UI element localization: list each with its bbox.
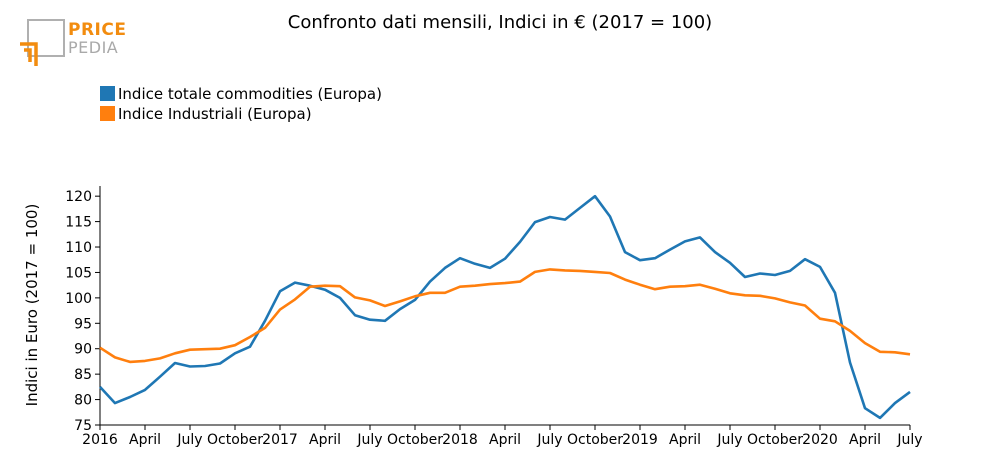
- x-tick-label: July: [536, 432, 562, 448]
- x-tick-label: 2020: [802, 432, 838, 448]
- legend-swatch-industriali: [100, 106, 115, 121]
- x-tick-label: October: [387, 432, 443, 448]
- x-tick-label: 2019: [622, 432, 658, 448]
- y-tick-label: 80: [74, 393, 92, 409]
- logo-square: [27, 19, 65, 57]
- y-tick-label: 75: [74, 418, 92, 434]
- x-tick-label: 2016: [82, 432, 118, 448]
- x-tick-label: April: [849, 432, 881, 448]
- axes: 75 80 85 90 95 100 105 110 115 120 2016 April July Oc…: [65, 186, 923, 448]
- y-axis-label: Indici in Euro (2017 = 100): [23, 204, 41, 407]
- y-tick-label: 110: [65, 240, 92, 256]
- y-tick-label: 105: [65, 265, 92, 281]
- legend-label-total-commodities: Indice totale commodities (Europa): [118, 85, 382, 103]
- x-tick-label: October: [207, 432, 263, 448]
- legend-item-total-commodities[interactable]: Indice totale commodities (Europa): [100, 84, 382, 104]
- legend: Indice totale commodities (Europa) Indic…: [100, 84, 382, 124]
- logo-orange-stroke-1: [20, 42, 38, 66]
- x-tick-label: 2018: [442, 432, 478, 448]
- x-tick-label: April: [669, 432, 701, 448]
- series-line-0: [99, 194, 911, 420]
- y-tick-label: 120: [65, 189, 92, 205]
- x-tick-label: April: [309, 432, 341, 448]
- x-tick-label: July: [896, 432, 922, 448]
- logo-mark-icon: [20, 19, 65, 66]
- series-line-1: [99, 268, 911, 364]
- x-tick-label: July: [176, 432, 202, 448]
- y-tick-label: 115: [65, 215, 92, 231]
- y-tick-label: 85: [74, 367, 92, 383]
- chart-title: Confronto dati mensili, Indici in € (201…: [287, 12, 713, 33]
- y-tick-label: 90: [74, 342, 92, 358]
- x-tick-label: July: [716, 432, 742, 448]
- x-tick-label: April: [129, 432, 161, 448]
- logo-orange-stroke-2: [24, 48, 32, 62]
- pricepedia-logo: PRICE PEDIA: [18, 18, 138, 70]
- series-layer: [99, 194, 911, 420]
- x-tick-label: October: [567, 432, 623, 448]
- x-tick-label: 2017: [262, 432, 298, 448]
- legend-swatch-total-commodities: [100, 86, 115, 101]
- logo-text-pedia: PEDIA: [68, 38, 119, 57]
- logo-text-price: PRICE: [68, 20, 127, 40]
- legend-item-industriali[interactable]: Indice Industriali (Europa): [100, 104, 382, 124]
- x-tick-label: April: [489, 432, 521, 448]
- legend-label-industriali: Indice Industriali (Europa): [118, 105, 312, 123]
- y-tick-label: 100: [65, 291, 92, 307]
- y-tick-label: 95: [74, 316, 92, 332]
- x-tick-label: July: [356, 432, 382, 448]
- x-tick-label: October: [747, 432, 803, 448]
